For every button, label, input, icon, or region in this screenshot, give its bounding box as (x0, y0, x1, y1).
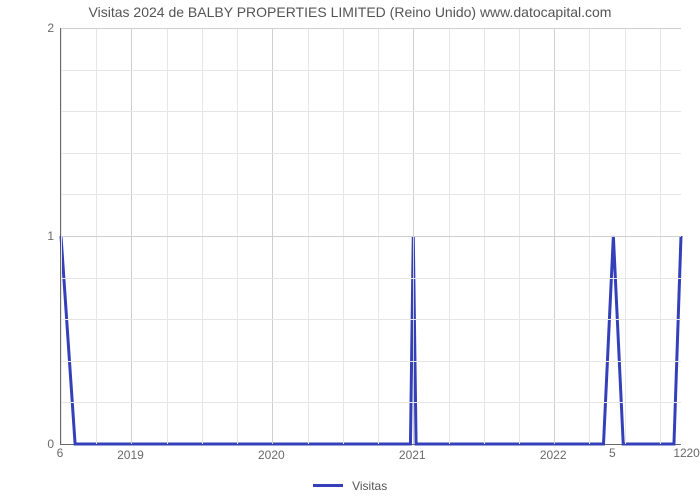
y-grid-major (61, 236, 681, 237)
plot-area (60, 28, 681, 445)
y-grid-minor (61, 70, 681, 71)
y-grid-major (61, 28, 681, 29)
chart-title: Visitas 2024 de BALBY PROPERTIES LIMITED… (0, 4, 700, 20)
x-secondary-label: 6 (50, 446, 70, 460)
y-grid-minor (61, 319, 681, 320)
legend-label: Visitas (352, 479, 387, 493)
legend-swatch (313, 484, 343, 487)
x-tick-label: 2020 (251, 448, 291, 462)
x-secondary-label: 5 (602, 446, 622, 460)
y-grid-minor (61, 111, 681, 112)
y-grid-minor (61, 402, 681, 403)
x-secondary-label: 202 (686, 446, 700, 460)
x-tick-label: 2022 (533, 448, 573, 462)
y-grid-minor (61, 278, 681, 279)
y-grid-minor (61, 361, 681, 362)
y-tick-label: 0 (14, 437, 54, 451)
x-tick-label: 2019 (110, 448, 150, 462)
y-grid-minor (61, 153, 681, 154)
legend: Visitas (0, 478, 700, 493)
y-tick-label: 2 (14, 21, 54, 35)
y-tick-label: 1 (14, 229, 54, 243)
x-tick-label: 2021 (392, 448, 432, 462)
y-grid-minor (61, 194, 681, 195)
